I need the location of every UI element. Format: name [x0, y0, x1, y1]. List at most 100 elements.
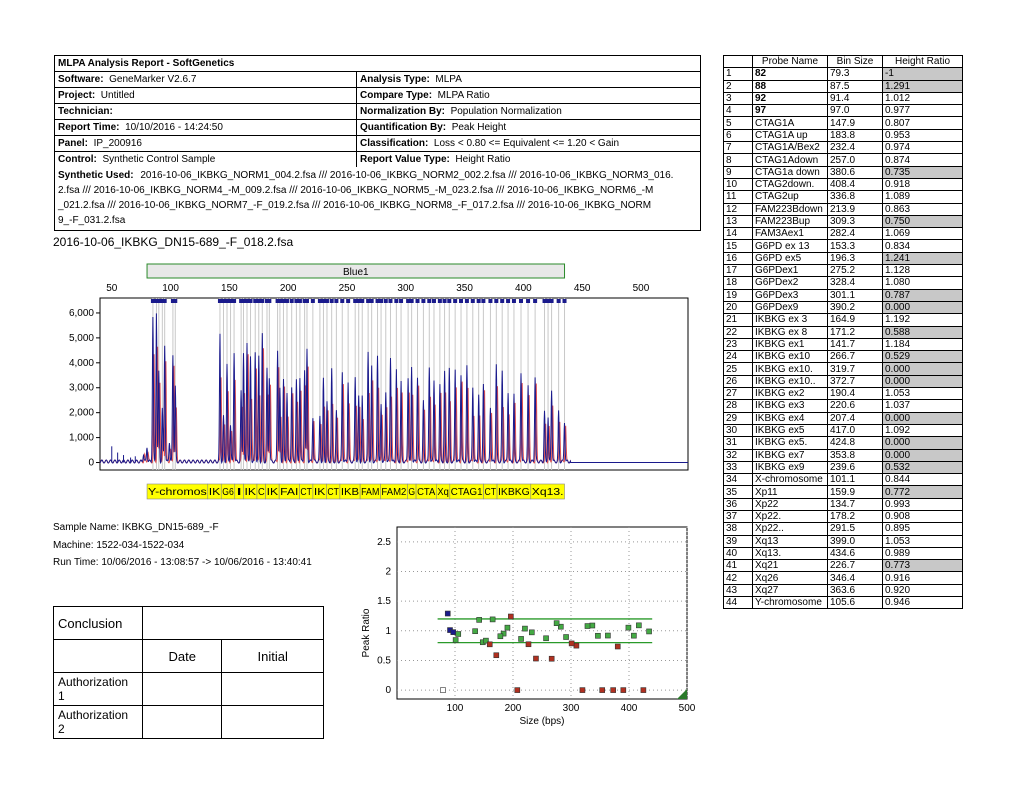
machine: Machine: 1522-034-1522-034 — [53, 540, 185, 551]
report-title-row: MLPA Analysis Report - SoftGenetics — [55, 56, 700, 72]
bin-marker — [232, 299, 237, 303]
probe-name: CTAG2down. — [752, 177, 828, 192]
probe-name: IKBKG ex5 — [752, 423, 828, 438]
probe-name: IKBKG ex10 — [752, 350, 828, 364]
conclusion-value[interactable] — [142, 606, 324, 640]
ratio-point — [614, 643, 621, 650]
report-right-label: Normalization By: — [360, 106, 446, 117]
probe-number: 23 — [723, 337, 753, 352]
probe-bin-size: 79.3 — [827, 67, 883, 81]
probe-row: 21 IKBKG ex 3 164.9 1.192 — [723, 313, 963, 327]
probe-bin-size: 232.4 — [827, 141, 883, 155]
probe-bin-size: 239.6 — [827, 460, 883, 475]
probe-name: Xp22 — [752, 497, 828, 511]
auth2-date[interactable] — [141, 705, 223, 739]
probe-number: 11 — [723, 190, 753, 204]
bin-marker — [427, 299, 432, 303]
probe-bin-size: 328.4 — [827, 276, 883, 290]
probe-name: IKBKG ex5. — [752, 436, 828, 450]
report-row: Report Time: 10/10/2016 - 14:24:50 Quanti… — [55, 120, 700, 136]
probe-row: 15 G6PD ex 13 153.3 0.834 — [723, 239, 963, 253]
probe-bin-size: 282.4 — [827, 227, 883, 241]
x-tick-label: 200 — [280, 283, 297, 294]
bin-marker — [388, 299, 393, 303]
probe-height-ratio: 0.908 — [882, 509, 963, 524]
probe-label: IKBKG — [498, 487, 530, 498]
probe-label: FAI — [280, 487, 298, 498]
probe-height-ratio: 1.053 — [882, 387, 963, 401]
probe-number: 13 — [723, 214, 753, 229]
probe-bin-size: 190.4 — [827, 387, 883, 401]
probe-number: 38 — [723, 522, 753, 536]
scatter-ylabel: Peak Ratio — [361, 608, 372, 657]
x-tick-label: 450 — [574, 283, 591, 294]
probe-name: Xq26 — [752, 571, 828, 585]
ratio-point — [605, 632, 611, 639]
probe-bin-size: 275.2 — [827, 264, 883, 278]
bin-marker — [399, 299, 404, 303]
report-right-cell: Quantification By: Peak Height — [357, 120, 698, 135]
bin-marker — [481, 299, 486, 303]
probe-table-header — [723, 54, 753, 69]
date-header: Date — [141, 639, 223, 673]
bin-marker — [556, 299, 561, 303]
probe-height-ratio: 0.787 — [882, 288, 963, 302]
bin-marker — [228, 299, 233, 303]
probe-bin-size: 434.6 — [827, 546, 883, 561]
report-title: MLPA Analysis Report - SoftGenetics — [58, 58, 235, 69]
report-left-value: GeneMarker V2.6.7 — [109, 74, 197, 85]
probe-name: G6PDex3 — [752, 288, 828, 302]
bin-marker — [431, 299, 436, 303]
auth2-label: Authorization 2 — [53, 705, 143, 739]
probe-bin-size: 363.6 — [827, 583, 883, 598]
probe-number: 35 — [723, 485, 753, 499]
probe-bin-size: 257.0 — [827, 153, 883, 167]
report-right-value: Height Ratio — [455, 154, 511, 165]
probe-number: 1 — [723, 67, 753, 81]
channel-title: Blue1 — [343, 267, 369, 278]
auth1-initial[interactable] — [221, 672, 324, 706]
bin-marker — [217, 299, 222, 303]
probe-row: 24 IKBKG ex10 266.7 0.529 — [723, 350, 963, 364]
bin-marker — [511, 299, 516, 303]
bin-marker — [321, 299, 326, 303]
probe-name: Xq13 — [752, 534, 828, 548]
probe-row: 7 CTAG1A/Bex2 232.4 0.974 — [723, 141, 963, 155]
bin-marker — [383, 299, 388, 303]
bin-marker — [464, 299, 469, 303]
probe-name: Xp22. — [752, 509, 828, 524]
bin-marker — [394, 299, 399, 303]
bin-marker — [533, 299, 538, 303]
probe-bin-size: 178.2 — [827, 509, 883, 524]
probe-name: 82 — [752, 67, 828, 81]
bin-marker — [304, 299, 309, 303]
bin-marker — [289, 299, 294, 303]
probe-label: Xq13. — [532, 487, 564, 498]
probe-row: 6 CTAG1A up 183.8 0.953 — [723, 128, 963, 143]
probe-number: 9 — [723, 165, 753, 179]
probe-label: IK — [267, 487, 279, 498]
report-left-value: Synthetic Control Sample — [102, 154, 216, 165]
probe-height-ratio: 0.918 — [882, 177, 963, 192]
probe-number: 5 — [723, 116, 753, 130]
probe-name: IKBKG ex 8 — [752, 325, 828, 339]
probe-height-ratio: 0.773 — [882, 559, 963, 573]
ratio-point — [508, 613, 514, 620]
probe-row: 40 Xq13. 434.6 0.989 — [723, 546, 963, 561]
probe-label: G — [408, 487, 415, 498]
y-tick-label: 4,000 — [69, 358, 94, 369]
probe-label: FAM2 — [381, 487, 406, 498]
bin-marker — [360, 299, 365, 303]
scatter-x-tick: 500 — [679, 703, 696, 714]
auth2-initial[interactable] — [221, 705, 324, 739]
ratio-point — [476, 617, 482, 623]
report-left-value: Untitled — [100, 90, 135, 101]
run-time: Run Time: 10/06/2016 - 13:08:57 -> 10/06… — [53, 557, 312, 568]
probe-name: 92 — [752, 91, 828, 106]
ratio-point — [610, 687, 616, 693]
auth1-date[interactable] — [141, 672, 223, 706]
probe-height-ratio: 1.069 — [882, 227, 963, 241]
probe-bin-size: 346.4 — [827, 571, 883, 585]
probe-number: 8 — [723, 153, 753, 167]
report-left-cell: Project: Untitled — [55, 88, 357, 103]
